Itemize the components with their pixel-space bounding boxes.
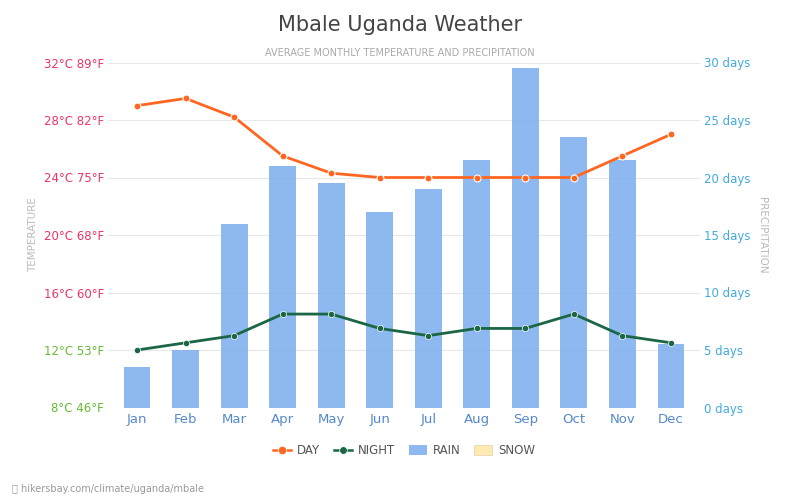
Bar xyxy=(124,367,150,408)
Bar xyxy=(658,344,684,408)
Bar xyxy=(221,224,247,408)
Bar xyxy=(609,160,636,408)
Bar xyxy=(512,68,538,407)
Bar xyxy=(415,189,442,408)
Bar xyxy=(270,166,296,408)
Text: Mbale Uganda Weather: Mbale Uganda Weather xyxy=(278,15,522,35)
Bar xyxy=(463,160,490,408)
Y-axis label: PRECIPITATION: PRECIPITATION xyxy=(758,196,767,274)
Bar xyxy=(561,137,587,407)
Legend: DAY, NIGHT, RAIN, SNOW: DAY, NIGHT, RAIN, SNOW xyxy=(268,440,540,462)
Text: ⦾ hikersbay.com/climate/uganda/mbale: ⦾ hikersbay.com/climate/uganda/mbale xyxy=(12,484,204,494)
Y-axis label: TEMPERATURE: TEMPERATURE xyxy=(28,198,38,272)
Bar xyxy=(172,350,199,408)
Bar xyxy=(318,183,345,408)
Bar xyxy=(366,212,393,408)
Text: AVERAGE MONTHLY TEMPERATURE AND PRECIPITATION: AVERAGE MONTHLY TEMPERATURE AND PRECIPIT… xyxy=(265,48,535,58)
